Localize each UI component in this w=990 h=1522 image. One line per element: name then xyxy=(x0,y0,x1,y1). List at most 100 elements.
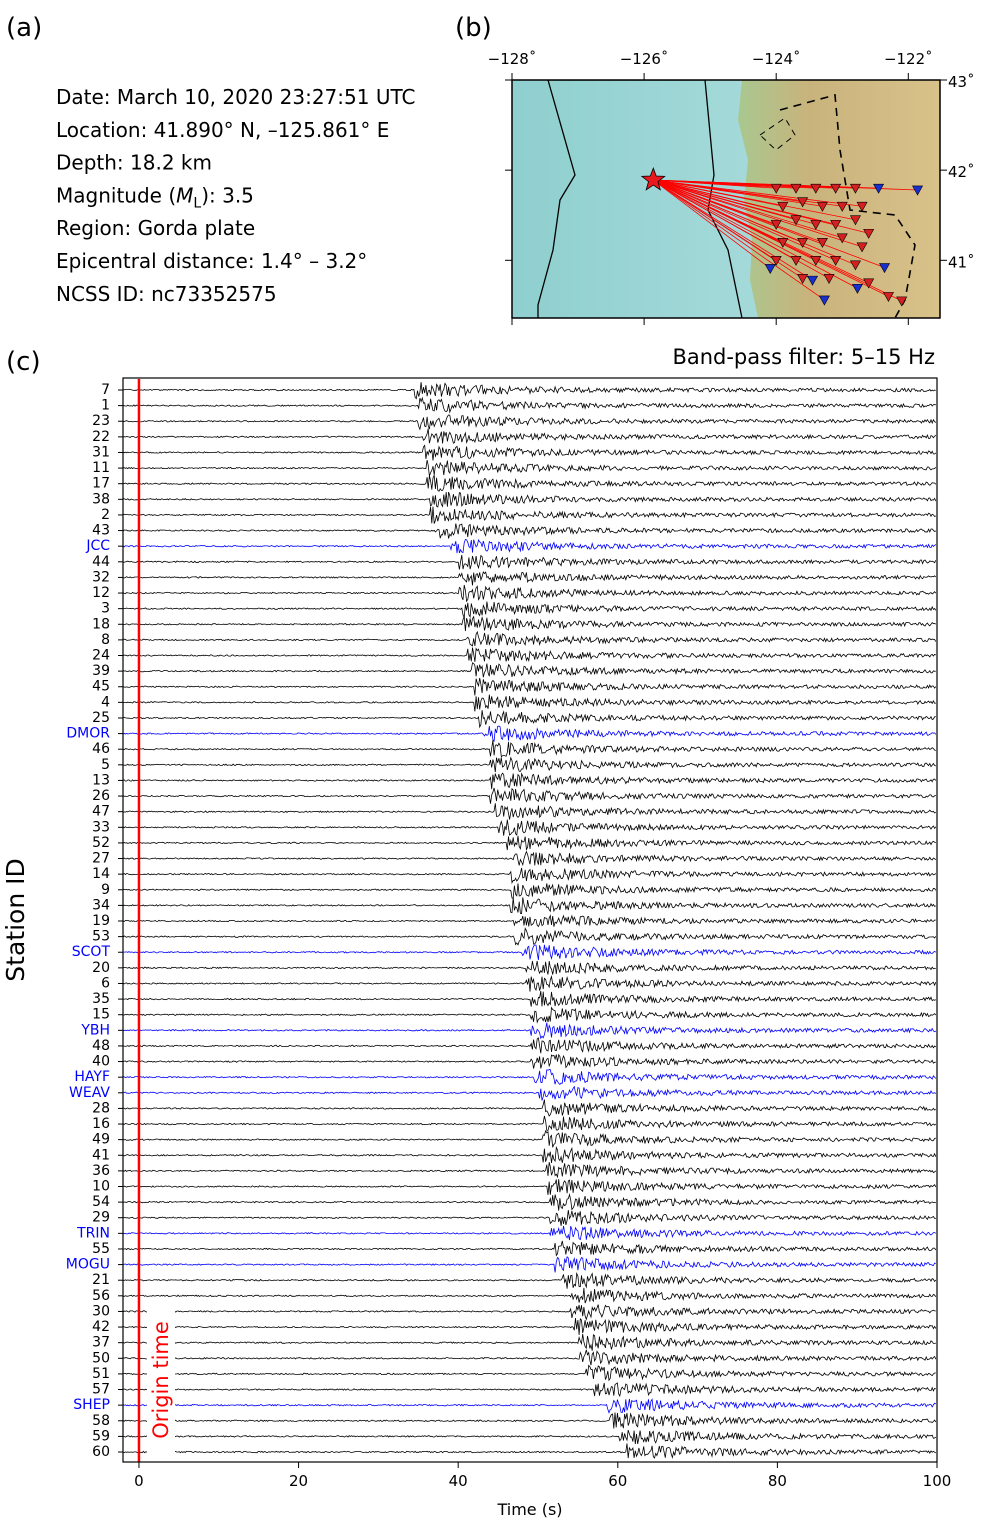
x-tick-label: 40 xyxy=(449,1472,468,1490)
map-background xyxy=(512,80,940,318)
waveform xyxy=(123,773,936,789)
waveform xyxy=(123,555,936,570)
waveform xyxy=(123,758,936,773)
waveform xyxy=(123,648,936,662)
waveform xyxy=(123,788,936,804)
map-y-tick-label: 41˚ xyxy=(948,253,975,271)
station-label: 7 xyxy=(101,382,110,398)
station-label: 32 xyxy=(92,569,110,585)
station-label: JCC xyxy=(85,538,110,554)
station-label: 18 xyxy=(92,616,110,632)
station-label: 28 xyxy=(92,1100,110,1116)
info-text: Magnitude ( xyxy=(56,183,176,207)
station-label: 44 xyxy=(92,554,110,570)
waveform xyxy=(123,632,936,646)
waveform xyxy=(123,1038,936,1053)
map-y-tick-label: 43˚ xyxy=(948,73,975,91)
info-line: NCSS ID: nc73352575 xyxy=(56,282,277,306)
station-label: 30 xyxy=(92,1303,110,1319)
waveform xyxy=(123,1162,936,1177)
waveform xyxy=(123,1055,936,1069)
waveform xyxy=(123,1350,936,1365)
waveform xyxy=(123,1023,936,1039)
station-label: 55 xyxy=(92,1241,110,1257)
station-label: 6 xyxy=(101,975,110,991)
station-label: 41 xyxy=(92,1147,110,1163)
x-axis-label: Time (s) xyxy=(496,1500,562,1519)
waveform xyxy=(123,1087,936,1101)
map-x-tick-label: −122˚ xyxy=(884,50,933,68)
x-tick-label: 20 xyxy=(289,1472,308,1490)
station-label: 54 xyxy=(92,1194,110,1210)
station-label: 20 xyxy=(92,960,110,976)
map-x-tick-label: −126˚ xyxy=(620,50,669,68)
waveform xyxy=(123,820,936,836)
waveform xyxy=(123,883,936,898)
station-label: 24 xyxy=(92,648,110,664)
station-label: 40 xyxy=(92,1054,110,1070)
waveform xyxy=(123,1008,936,1023)
waveform xyxy=(123,475,936,491)
waveform xyxy=(123,897,936,913)
waveform xyxy=(123,868,936,883)
station-label: 10 xyxy=(92,1179,110,1195)
waveform xyxy=(123,1413,936,1429)
station-label: 5 xyxy=(101,757,110,773)
waveform xyxy=(123,803,936,819)
info-text: ): 3.5 xyxy=(201,183,254,207)
station-label: MOGU xyxy=(66,1257,110,1273)
station-label: 60 xyxy=(92,1444,110,1460)
waveform xyxy=(123,524,936,539)
panel-label: (b) xyxy=(455,13,492,43)
info-line: Epicentral distance: 1.4° – 3.2° xyxy=(56,249,367,273)
station-label: 3 xyxy=(101,601,110,617)
event-info: Date: March 10, 2020 23:27:51 UTCLocatio… xyxy=(56,85,415,306)
station-label: WEAV xyxy=(69,1085,110,1101)
station-label: 45 xyxy=(92,679,110,695)
waveform xyxy=(123,1226,936,1240)
waveform xyxy=(123,415,936,429)
map-x-tick-label: −124˚ xyxy=(752,50,801,68)
info-subscript: L xyxy=(193,195,201,211)
info-symbol: M xyxy=(176,183,193,207)
station-label: 57 xyxy=(92,1382,110,1398)
station-label: 48 xyxy=(92,1038,110,1054)
x-tick-label: 0 xyxy=(134,1472,144,1490)
figure: (a) (b) (c) Date: March 10, 2020 23:27:5… xyxy=(0,0,990,1522)
waveform xyxy=(123,1100,936,1116)
waveform xyxy=(123,740,936,757)
station-label: 51 xyxy=(92,1366,110,1382)
waveform xyxy=(123,429,936,444)
waveform xyxy=(123,616,936,631)
waveform xyxy=(123,492,936,507)
x-tick-label: 60 xyxy=(608,1472,627,1490)
station-label: SHEP xyxy=(73,1397,110,1413)
waveform xyxy=(123,961,936,975)
station-label: 9 xyxy=(101,882,110,898)
waveform xyxy=(123,1116,936,1131)
station-label: YBH xyxy=(80,1022,110,1038)
station-label: TRIN xyxy=(76,1225,110,1241)
waveform xyxy=(123,977,936,992)
station-label: 23 xyxy=(92,413,110,429)
annotation: Band-pass filter: 5–15 Hz xyxy=(672,345,935,369)
waveform xyxy=(123,1443,936,1458)
station-label: 56 xyxy=(92,1288,110,1304)
waveform xyxy=(123,1318,936,1335)
info-line: Depth: 18.2 km xyxy=(56,151,212,175)
station-label: 37 xyxy=(92,1335,110,1351)
station-label: 13 xyxy=(92,772,110,788)
station-label: 12 xyxy=(92,585,110,601)
waveform xyxy=(123,1288,936,1303)
station-label: HAYF xyxy=(74,1069,110,1085)
info-line: Region: Gorda plate xyxy=(56,216,255,240)
info-line: Date: March 10, 2020 23:27:51 UTC xyxy=(56,85,415,109)
station-label: 50 xyxy=(92,1350,110,1366)
station-label: 58 xyxy=(92,1413,110,1429)
origin-label: Origin time xyxy=(149,1321,173,1439)
station-label: 59 xyxy=(92,1428,110,1444)
station-label: 39 xyxy=(92,663,110,679)
waveform xyxy=(123,1257,936,1273)
waveform xyxy=(123,1273,936,1288)
waveform xyxy=(123,1195,936,1211)
